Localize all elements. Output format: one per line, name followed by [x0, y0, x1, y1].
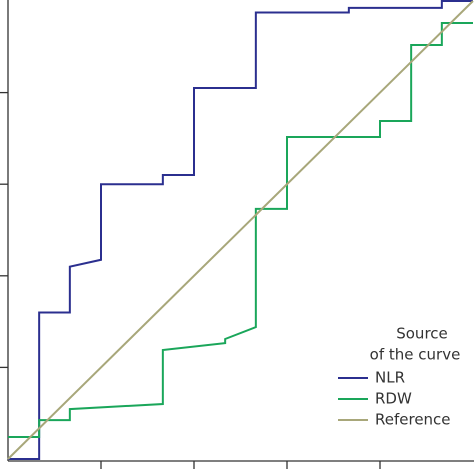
legend-title: Source — [396, 325, 448, 343]
curve — [7, 0, 474, 460]
legend-label: NLR — [375, 369, 405, 387]
legend-label: RDW — [375, 390, 412, 408]
legend-title: of the curve — [370, 346, 461, 364]
legend-label: Reference — [375, 411, 451, 429]
curve — [8, 21, 473, 439]
curve — [8, 0, 473, 460]
